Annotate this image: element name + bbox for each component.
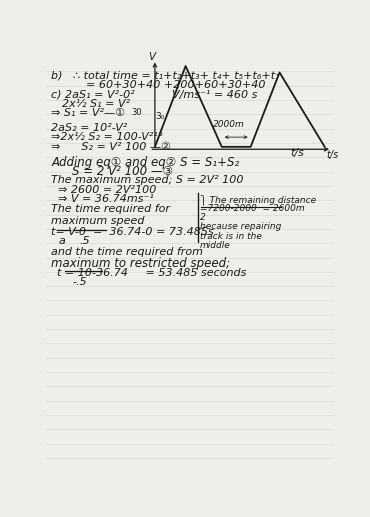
Text: 3₀: 3₀: [155, 112, 165, 121]
Text: middle: middle: [200, 241, 231, 250]
Text: ⇒2x½ S₂ = 100-V²¹°: ⇒2x½ S₂ = 100-V²¹°: [51, 132, 164, 142]
Text: ⇒ V = 36.74ms⁻¹: ⇒ V = 36.74ms⁻¹: [51, 194, 154, 204]
Text: because repairing: because repairing: [200, 222, 281, 232]
Text: c) 2aS₁ = V²-0²: c) 2aS₁ = V²-0²: [51, 90, 135, 100]
Text: t/s: t/s: [290, 148, 304, 158]
Text: ⇒      S₂ = V² 100 —②: ⇒ S₂ = V² 100 —②: [51, 143, 171, 153]
Text: The time required for: The time required for: [51, 204, 171, 214]
Text: b)   ∴ total time = t₁+t₂+t₃+ t₄+ t₅+t₆+t₇: b) ∴ total time = t₁+t₂+t₃+ t₄+ t₅+t₆+t₇: [51, 71, 280, 81]
Text: V: V: [148, 52, 155, 62]
Text: 2x½ S₁ = V²: 2x½ S₁ = V²: [62, 99, 130, 109]
Text: ⎫ The remaining distance: ⎫ The remaining distance: [200, 194, 316, 205]
Text: t = 10-36.74     = 53.485 seconds: t = 10-36.74 = 53.485 seconds: [57, 268, 246, 278]
Text: = 60+30+40 +200+60+30+40: = 60+30+40 +200+60+30+40: [87, 80, 266, 90]
Text: t= V-0  =  36.74-0 = 73.485s: t= V-0 = 36.74-0 = 73.485s: [51, 227, 214, 237]
Text: 2aS₂ = 10²-V²: 2aS₂ = 10²-V²: [51, 123, 128, 132]
Text: The maximum speed; S = 2V² 100: The maximum speed; S = 2V² 100: [51, 175, 244, 186]
Text: .5: .5: [79, 236, 90, 247]
Text: a: a: [58, 236, 65, 247]
Text: 2: 2: [200, 214, 205, 222]
Text: ⇒ S₁ = V²—①: ⇒ S₁ = V²—①: [51, 108, 125, 118]
Text: S = 2 V² 100 —③: S = 2 V² 100 —③: [72, 165, 173, 178]
Text: =7200-2000  = 2600m: =7200-2000 = 2600m: [200, 204, 304, 213]
Text: V/ms⁻¹ = 460 s: V/ms⁻¹ = 460 s: [172, 90, 258, 100]
Text: and the time required from: and the time required from: [51, 247, 204, 257]
Text: maximum speed: maximum speed: [51, 217, 145, 226]
Text: -.5: -.5: [73, 277, 88, 287]
Text: 30: 30: [132, 109, 142, 117]
Text: track is in the: track is in the: [200, 233, 262, 241]
Text: ⇒ 2600 = 2V²100: ⇒ 2600 = 2V²100: [51, 185, 157, 195]
Text: maximum to restricted speed;: maximum to restricted speed;: [51, 257, 231, 270]
Text: t/s: t/s: [326, 150, 339, 160]
Text: 2000m: 2000m: [213, 120, 245, 129]
Text: Adding eq① and eq② S = S₁+S₂: Adding eq① and eq② S = S₁+S₂: [51, 156, 240, 169]
